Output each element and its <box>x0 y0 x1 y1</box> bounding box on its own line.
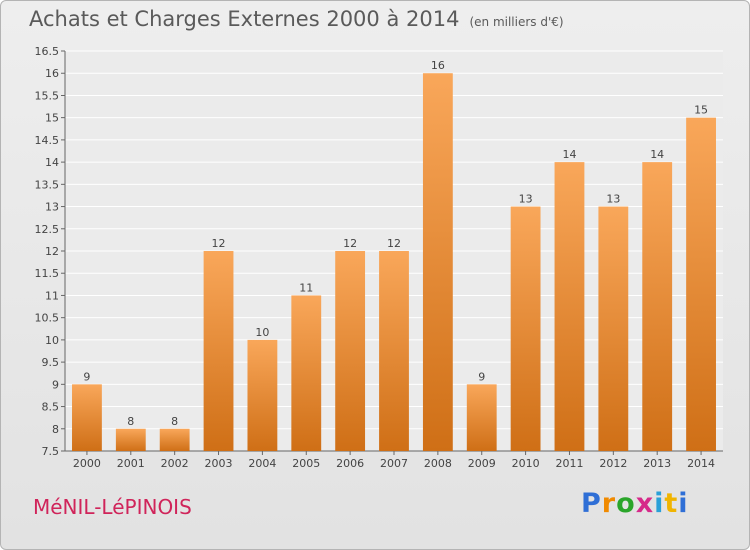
bar-value-label: 12 <box>343 237 357 250</box>
bar <box>422 73 453 451</box>
bar-value-label: 13 <box>519 193 533 206</box>
bar <box>598 206 629 451</box>
bar-value-label: 8 <box>127 415 134 428</box>
x-tick-label: 2006 <box>336 457 364 470</box>
y-tick-label: 13.5 <box>35 178 60 191</box>
x-tick-label: 2004 <box>248 457 276 470</box>
x-tick-label: 2013 <box>643 457 671 470</box>
x-tick-label: 2012 <box>599 457 627 470</box>
bar <box>554 162 585 451</box>
y-tick-label: 12.5 <box>35 223 60 236</box>
y-tick-label: 9.5 <box>42 356 60 369</box>
y-tick-label: 16.5 <box>35 45 60 58</box>
bar-value-label: 13 <box>606 193 620 206</box>
x-tick-label: 2003 <box>205 457 233 470</box>
chart-title-block: Achats et Charges Externes 2000 à 2014 (e… <box>29 7 564 31</box>
bar-value-label: 9 <box>478 370 485 383</box>
y-tick-label: 14.5 <box>35 134 60 147</box>
y-tick-label: 9 <box>52 378 59 391</box>
bar-value-label: 14 <box>562 148 576 161</box>
bar <box>247 339 278 451</box>
bar <box>203 251 234 451</box>
bar-value-label: 12 <box>387 237 401 250</box>
bar <box>335 251 366 451</box>
bar <box>642 162 673 451</box>
x-tick-label: 2014 <box>687 457 715 470</box>
bar <box>466 384 497 451</box>
bar <box>510 206 541 451</box>
x-tick-label: 2009 <box>468 457 496 470</box>
y-tick-label: 16 <box>45 67 59 80</box>
x-tick-label: 2011 <box>555 457 583 470</box>
y-tick-label: 13 <box>45 201 59 214</box>
bar-value-label: 8 <box>171 415 178 428</box>
x-tick-label: 2008 <box>424 457 452 470</box>
bar <box>159 428 190 451</box>
bar-value-label: 15 <box>694 104 708 117</box>
bar-value-label: 12 <box>212 237 226 250</box>
y-tick-label: 8 <box>52 423 59 436</box>
y-tick-label: 15.5 <box>35 89 60 102</box>
y-tick-label: 11.5 <box>35 267 60 280</box>
y-tick-label: 8.5 <box>42 401 60 414</box>
bar <box>379 251 409 451</box>
bar-value-label: 10 <box>255 326 269 339</box>
bar-value-label: 16 <box>431 59 445 72</box>
y-tick-label: 10.5 <box>35 312 60 325</box>
chart-title: Achats et Charges Externes 2000 à 2014 <box>29 7 460 31</box>
y-tick-label: 14 <box>45 156 59 169</box>
bar <box>686 117 716 452</box>
y-tick-label: 15 <box>45 112 59 125</box>
bar-value-label: 11 <box>299 281 313 294</box>
chart-unit-label: (en milliers d'€) <box>469 15 564 29</box>
y-tick-label: 11 <box>45 289 59 302</box>
x-tick-label: 2005 <box>292 457 320 470</box>
x-tick-label: 2000 <box>73 457 101 470</box>
bar <box>291 295 322 451</box>
y-tick-label: 10 <box>45 334 59 347</box>
y-tick-label: 7.5 <box>42 445 60 458</box>
bar <box>72 384 102 451</box>
x-tick-label: 2010 <box>512 457 540 470</box>
bar-value-label: 9 <box>83 370 90 383</box>
bar <box>115 428 146 451</box>
x-tick-label: 2001 <box>117 457 145 470</box>
proxiti-logo: Proxiti <box>581 488 689 519</box>
x-tick-label: 2007 <box>380 457 408 470</box>
commune-name: MéNIL-LéPINOIS <box>33 495 192 519</box>
bar-value-label: 14 <box>650 148 664 161</box>
y-tick-label: 12 <box>45 245 59 258</box>
x-tick-label: 2002 <box>161 457 189 470</box>
